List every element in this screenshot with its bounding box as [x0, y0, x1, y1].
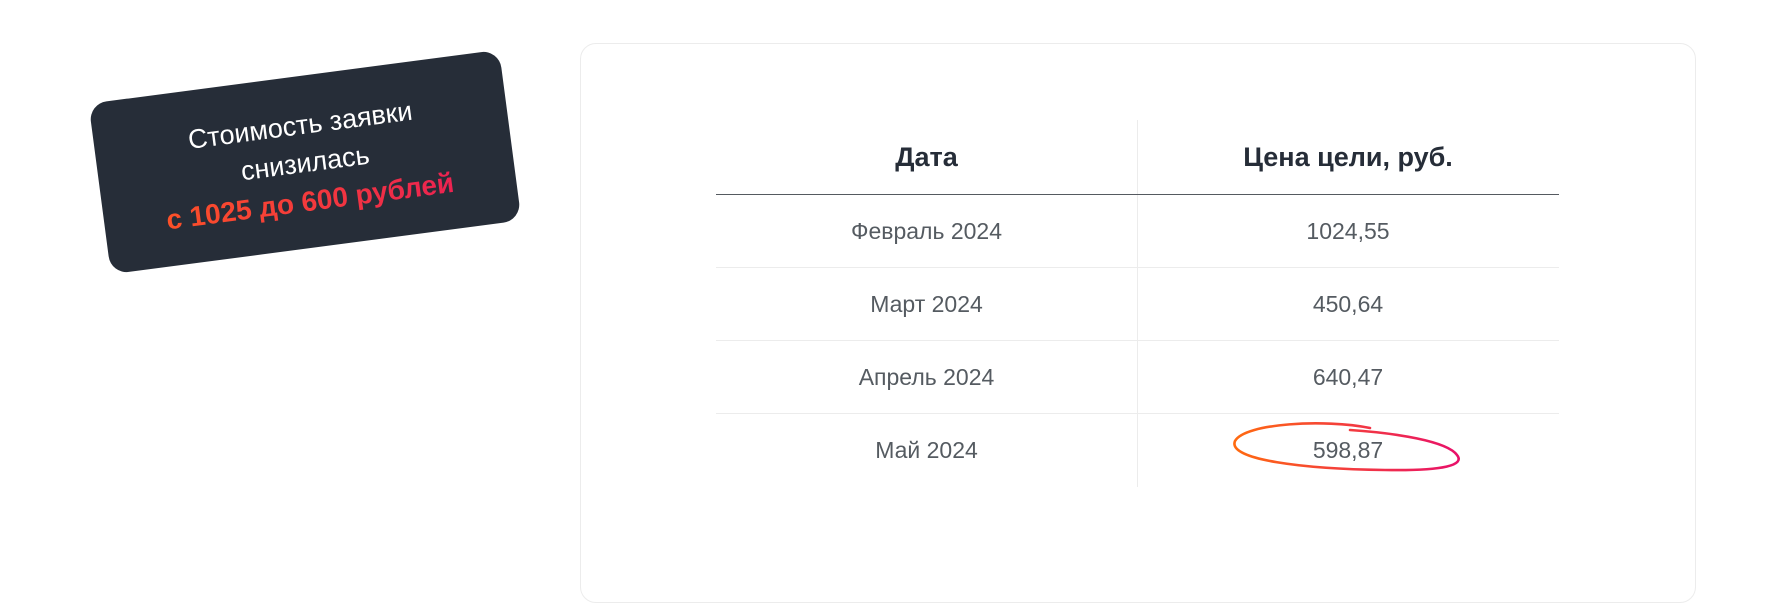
price-table: Дата Цена цели, руб. Февраль 2024 1024,5…: [716, 120, 1559, 486]
cell-date: Февраль 2024: [850, 217, 1003, 244]
header-price: Цена цели, руб.: [1243, 141, 1453, 172]
table-row: Февраль 2024 1024,55: [716, 195, 1559, 268]
cell-price: 1024,55: [1306, 217, 1390, 244]
table-row: Март 2024 450,64: [716, 268, 1559, 341]
table-row: Апрель 2024 640,47: [716, 341, 1559, 414]
promo-badge: Стоимость заявки снизилась с 1025 до 600…: [88, 49, 522, 275]
header-date: Дата: [895, 141, 958, 172]
table-row: Май 2024 598,87: [716, 414, 1559, 486]
cell-price: 450,64: [1312, 290, 1384, 317]
cell-date: Март 2024: [870, 290, 983, 317]
cell-date: Апрель 2024: [858, 363, 995, 390]
cell-price: 598,87: [1312, 436, 1384, 463]
table-header: Дата Цена цели, руб.: [716, 120, 1559, 195]
hand-drawn-circle-highlight: [1233, 422, 1460, 472]
cell-date: Май 2024: [875, 436, 978, 463]
cell-price: 640,47: [1312, 363, 1384, 390]
column-divider: [1137, 120, 1138, 487]
